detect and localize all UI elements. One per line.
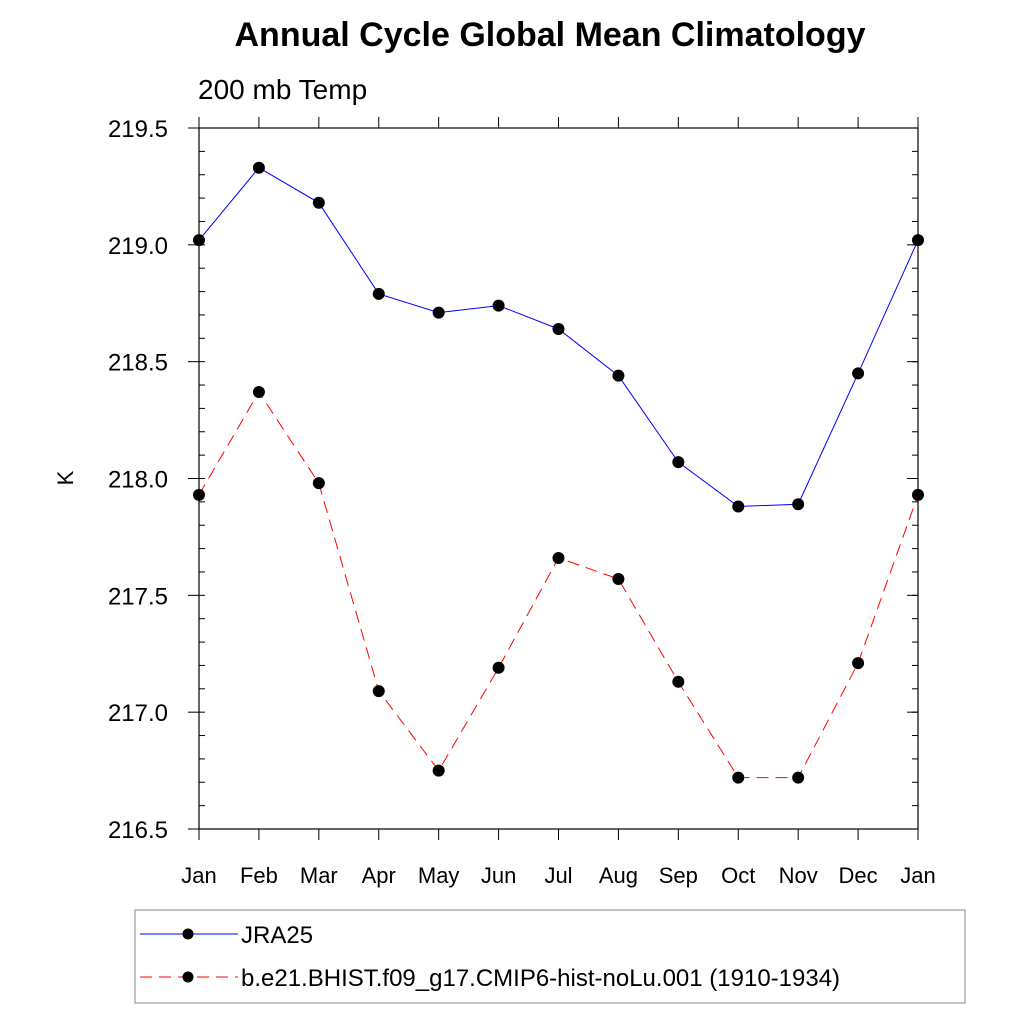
data-point-series-1 xyxy=(312,477,325,490)
data-point-series-1 xyxy=(252,386,265,399)
data-point-series-0 xyxy=(492,299,505,312)
data-point-series-1 xyxy=(372,685,385,698)
y-tick-label: 218.5 xyxy=(108,350,168,377)
data-point-series-1 xyxy=(732,771,745,784)
x-tick-label: Oct xyxy=(721,863,755,888)
y-tick-label: 216.5 xyxy=(108,817,168,844)
x-tick-label: Dec xyxy=(839,863,878,888)
series-line-0 xyxy=(198,167,919,508)
legend-marker-jra25 xyxy=(182,928,194,940)
y-tick-label: 217.5 xyxy=(108,583,168,610)
data-point-series-1 xyxy=(432,764,445,777)
data-point-series-0 xyxy=(252,161,265,174)
data-point-series-0 xyxy=(792,498,805,511)
data-point-series-0 xyxy=(912,234,924,247)
x-tick-label: May xyxy=(418,863,460,888)
x-tick-label: Mar xyxy=(300,863,338,888)
y-tick-label: 218.0 xyxy=(108,467,168,494)
data-point-series-1 xyxy=(792,771,805,784)
data-point-series-0 xyxy=(672,456,685,469)
data-point-series-1 xyxy=(912,488,924,501)
data-point-series-1 xyxy=(852,657,865,670)
legend-marker-model xyxy=(182,971,194,983)
data-point-series-1 xyxy=(612,572,625,585)
x-tick-label: Nov xyxy=(779,863,818,888)
legend-label-model: b.e21.BHIST.f09_g17.CMIP6-hist-noLu.001 … xyxy=(241,965,840,992)
data-point-series-1 xyxy=(552,551,565,564)
data-point-series-0 xyxy=(432,306,445,319)
data-point-series-1 xyxy=(672,675,685,688)
legend-box xyxy=(134,909,966,1004)
x-tick-label: Jun xyxy=(481,863,516,888)
data-point-series-1 xyxy=(193,488,205,501)
x-tick-label: Apr xyxy=(362,863,396,888)
data-point-series-0 xyxy=(732,500,745,513)
data-point-series-1 xyxy=(492,661,505,674)
x-tick-label: Sep xyxy=(659,863,698,888)
y-tick-label: 217.0 xyxy=(108,700,168,727)
y-tick-label: 219.0 xyxy=(108,233,168,260)
chart-title: Annual Cycle Global Mean Climatology xyxy=(235,16,866,54)
y-axis-label: K xyxy=(53,470,78,485)
x-tick-label: Feb xyxy=(240,863,278,888)
x-tick-label: Jan xyxy=(181,863,216,888)
chart-subtitle: 200 mb Temp xyxy=(198,74,367,105)
x-tick-label: Aug xyxy=(599,863,638,888)
data-point-series-0 xyxy=(612,369,625,382)
data-point-series-0 xyxy=(372,287,385,300)
series-line-1 xyxy=(198,391,919,779)
data-point-series-0 xyxy=(852,367,865,380)
data-point-series-0 xyxy=(312,196,325,209)
data-point-series-0 xyxy=(193,234,205,247)
data-point-series-0 xyxy=(552,322,565,335)
legend-label-jra25: JRA25 xyxy=(241,922,313,949)
y-tick-label: 219.5 xyxy=(108,116,168,143)
legend: JRA25 b.e21.BHIST.f09_g17.CMIP6-hist-noL… xyxy=(134,909,966,1004)
x-tick-label: Jul xyxy=(544,863,572,888)
x-tick-label: Jan xyxy=(900,863,935,888)
